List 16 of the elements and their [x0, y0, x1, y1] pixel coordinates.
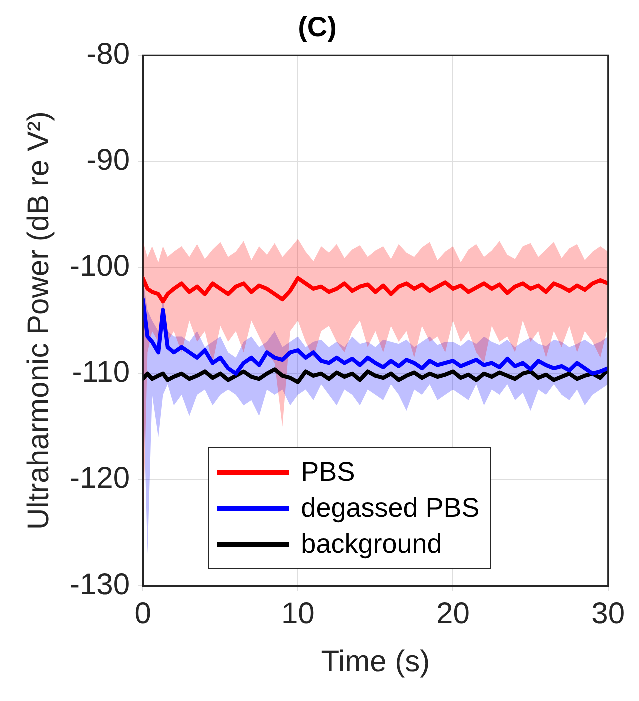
x-axis-title: Time (s)	[321, 645, 430, 678]
y-tick-label: -90	[86, 144, 130, 177]
y-tick-label: -110	[72, 356, 130, 390]
y-tick-label: -120	[70, 462, 130, 496]
chart-title: (C)	[298, 12, 337, 43]
legend-label: degassed PBS	[301, 492, 480, 524]
legend-label: PBS	[301, 456, 356, 488]
y-tick-label: -130	[70, 568, 130, 602]
x-tick-label: 30	[592, 597, 626, 630]
x-tick-label: 10	[281, 597, 315, 630]
x-tick-label: 20	[436, 597, 470, 630]
x-tick-label: 0	[134, 597, 152, 630]
legend-label: background	[301, 528, 442, 560]
y-axis-title: Ultraharmonic Power (dB re V²)	[22, 112, 56, 530]
y-tick-label: -100	[70, 250, 130, 284]
y-tick-label: -80	[86, 38, 130, 71]
